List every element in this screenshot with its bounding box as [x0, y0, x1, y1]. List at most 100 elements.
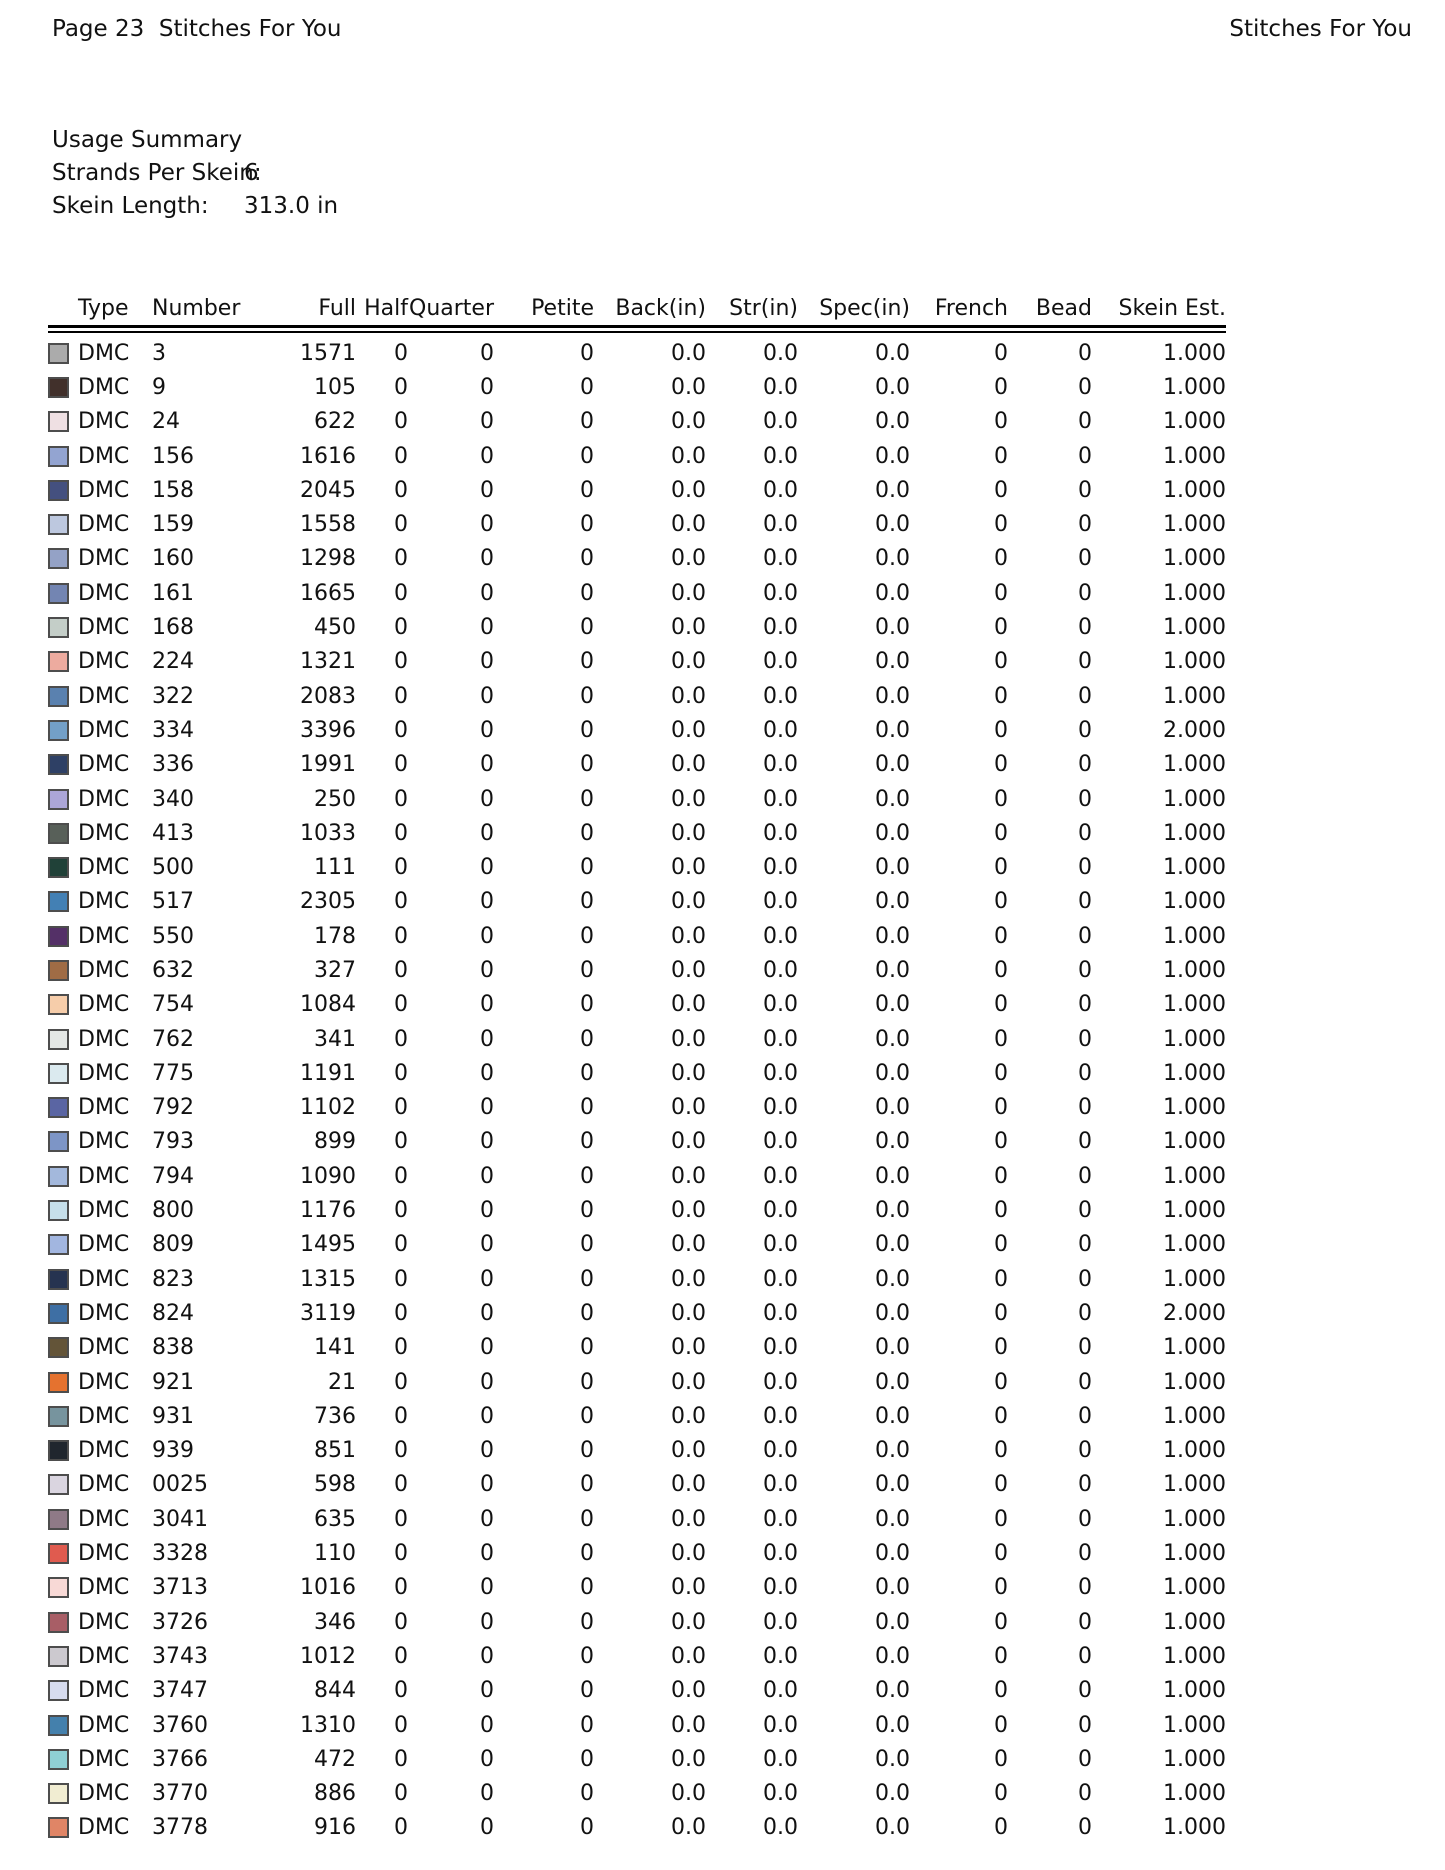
column-header-spec: Spec(in) [819, 295, 910, 321]
cell-skein: 1.000 [1163, 1198, 1226, 1224]
cell-back: 0.0 [671, 649, 706, 675]
cell-skein: 1.000 [1163, 1781, 1226, 1807]
cell-number: 3766 [152, 1746, 208, 1772]
table-row: DMC 939 851 0 0 0 0.0 0.0 0.0 0 0 1.000 [48, 1434, 1226, 1468]
cell-petite: 0 [580, 855, 594, 881]
cell-half: 0 [394, 683, 408, 709]
table-row: DMC 762 341 0 0 0 0.0 0.0 0.0 0 0 1.000 [48, 1022, 1226, 1056]
color-swatch [48, 1062, 69, 1084]
cell-french: 0 [994, 443, 1008, 469]
cell-type: DMC [78, 1198, 130, 1224]
swatch-cell [48, 651, 78, 673]
swatch-cell [48, 617, 78, 639]
cell-back: 0.0 [671, 615, 706, 641]
color-swatch [48, 685, 69, 707]
table-row: DMC 921 21 0 0 0 0.0 0.0 0.0 0 0 1.000 [48, 1365, 1226, 1399]
table-row: DMC 550 178 0 0 0 0.0 0.0 0.0 0 0 1.000 [48, 919, 1226, 953]
table-row: DMC 3778 916 0 0 0 0.0 0.0 0.0 0 0 1.000 [48, 1811, 1226, 1845]
cell-spec: 0.0 [875, 1781, 910, 1807]
swatch-cell [48, 925, 78, 947]
cell-skein: 1.000 [1163, 546, 1226, 572]
color-swatch [48, 1714, 69, 1736]
cell-str: 0.0 [763, 683, 798, 709]
cell-skein: 1.000 [1163, 752, 1226, 778]
cell-str: 0.0 [763, 1300, 798, 1326]
table-row: DMC 754 1084 0 0 0 0.0 0.0 0.0 0 0 1.000 [48, 988, 1226, 1022]
cell-bead: 0 [1078, 820, 1092, 846]
cell-french: 0 [994, 1335, 1008, 1361]
cell-str: 0.0 [763, 1678, 798, 1704]
table-row: DMC 792 1102 0 0 0 0.0 0.0 0.0 0 0 1.000 [48, 1091, 1226, 1125]
color-swatch [48, 1680, 69, 1702]
cell-number: 921 [152, 1369, 194, 1395]
swatch-cell [48, 1543, 78, 1565]
cell-quarter: 0 [480, 1472, 494, 1498]
cell-french: 0 [994, 615, 1008, 641]
color-swatch [48, 959, 69, 981]
cell-spec: 0.0 [875, 1369, 910, 1395]
cell-spec: 0.0 [875, 1026, 910, 1052]
cell-str: 0.0 [763, 580, 798, 606]
cell-back: 0.0 [671, 1163, 706, 1189]
cell-type: DMC [78, 1678, 130, 1704]
table-row: DMC 3766 472 0 0 0 0.0 0.0 0.0 0 0 1.000 [48, 1742, 1226, 1776]
cell-quarter: 0 [480, 957, 494, 983]
cell-full: 844 [314, 1678, 356, 1704]
cell-bead: 0 [1078, 1472, 1092, 1498]
swatch-cell [48, 1028, 78, 1050]
color-swatch [48, 1508, 69, 1530]
cell-quarter: 0 [480, 1369, 494, 1395]
cell-petite: 0 [580, 717, 594, 743]
cell-type: DMC [78, 820, 130, 846]
column-header-full: Full [318, 295, 356, 321]
cell-full: 141 [314, 1335, 356, 1361]
cell-back: 0.0 [671, 717, 706, 743]
cell-number: 550 [152, 923, 194, 949]
swatch-cell [48, 1577, 78, 1599]
column-header-petite: Petite [531, 295, 594, 321]
cell-petite: 0 [580, 1266, 594, 1292]
cell-back: 0.0 [671, 1472, 706, 1498]
column-header-half: Half [364, 295, 408, 321]
swatch-cell [48, 1234, 78, 1256]
cell-french: 0 [994, 1575, 1008, 1601]
cell-quarter: 0 [480, 512, 494, 538]
cell-half: 0 [394, 1643, 408, 1669]
cell-type: DMC [78, 615, 130, 641]
table-row: DMC 632 327 0 0 0 0.0 0.0 0.0 0 0 1.000 [48, 953, 1226, 987]
cell-french: 0 [994, 649, 1008, 675]
cell-back: 0.0 [671, 992, 706, 1018]
cell-bead: 0 [1078, 992, 1092, 1018]
cell-french: 0 [994, 1781, 1008, 1807]
cell-quarter: 0 [480, 1163, 494, 1189]
page-header-left: Page 23 Stitches For You [52, 16, 342, 42]
cell-back: 0.0 [671, 923, 706, 949]
cell-spec: 0.0 [875, 443, 910, 469]
cell-back: 0.0 [671, 1541, 706, 1567]
cell-bead: 0 [1078, 615, 1092, 641]
cell-str: 0.0 [763, 992, 798, 1018]
cell-number: 794 [152, 1163, 194, 1189]
cell-half: 0 [394, 1575, 408, 1601]
cell-french: 0 [994, 752, 1008, 778]
color-swatch [48, 994, 69, 1016]
cell-str: 0.0 [763, 717, 798, 743]
cell-petite: 0 [580, 1746, 594, 1772]
cell-bead: 0 [1078, 1438, 1092, 1464]
color-swatch [48, 1748, 69, 1770]
cell-skein: 1.000 [1163, 1815, 1226, 1841]
table-row: DMC 809 1495 0 0 0 0.0 0.0 0.0 0 0 1.000 [48, 1228, 1226, 1262]
cell-bead: 0 [1078, 1541, 1092, 1567]
cell-skein: 1.000 [1163, 1232, 1226, 1258]
table-row: DMC 838 141 0 0 0 0.0 0.0 0.0 0 0 1.000 [48, 1331, 1226, 1365]
cell-bead: 0 [1078, 1678, 1092, 1704]
cell-full: 178 [314, 923, 356, 949]
cell-quarter: 0 [480, 546, 494, 572]
color-swatch [48, 617, 69, 639]
swatch-cell [48, 754, 78, 776]
cell-skein: 1.000 [1163, 1472, 1226, 1498]
table-row: DMC 3726 346 0 0 0 0.0 0.0 0.0 0 0 1.000 [48, 1605, 1226, 1639]
swatch-cell [48, 1165, 78, 1187]
table-row: DMC 3747 844 0 0 0 0.0 0.0 0.0 0 0 1.000 [48, 1674, 1226, 1708]
table-row: DMC 775 1191 0 0 0 0.0 0.0 0.0 0 0 1.000 [48, 1056, 1226, 1090]
